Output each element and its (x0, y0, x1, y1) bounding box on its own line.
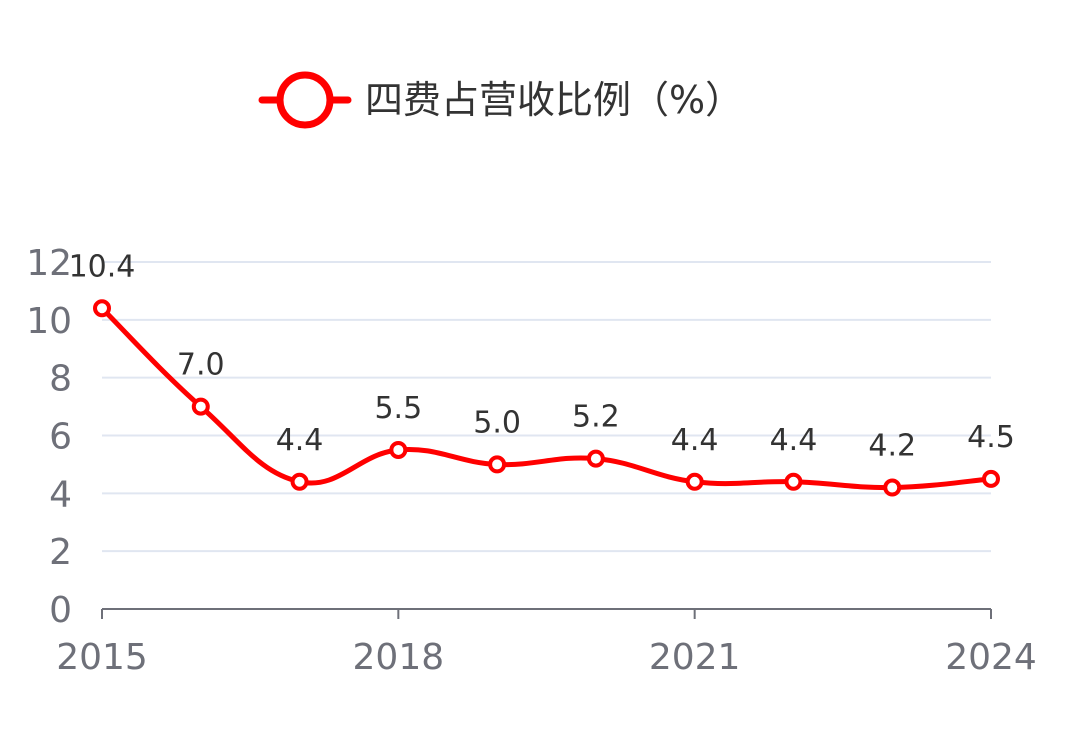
chart-legend[interactable]: 四费占营收比例（%） (258, 71, 743, 129)
data-labels: 10.4 7.0 4.4 5.5 5.0 5.2 4.4 4.4 4.2 4.5 (69, 249, 1015, 463)
data-point-2024[interactable] (982, 469, 1000, 488)
data-label-2017: 4.4 (276, 423, 324, 458)
data-label-2023: 4.2 (868, 429, 916, 464)
data-label-2016: 7.0 (177, 348, 225, 383)
y-tick-label-2: 2 (49, 532, 72, 573)
data-label-2018: 5.5 (374, 391, 422, 426)
data-label-2019: 5.0 (473, 405, 521, 440)
data-label-2022: 4.4 (770, 423, 818, 458)
legend-circle-marker (276, 71, 334, 129)
data-label-2024: 4.5 (967, 420, 1015, 455)
grid-lines (102, 261, 991, 553)
data-label-2021: 4.4 (671, 423, 719, 458)
x-tick-label-2018: 2018 (353, 637, 445, 678)
data-point-2016[interactable] (191, 397, 210, 416)
y-tick-label-0: 0 (49, 590, 72, 631)
y-tick-label-12: 12 (26, 243, 72, 284)
data-point-2023[interactable] (883, 478, 902, 497)
data-point-2015[interactable] (93, 299, 111, 318)
data-point-2019[interactable] (488, 455, 507, 474)
data-point-2017[interactable] (290, 472, 309, 491)
data-point-2021[interactable] (685, 472, 704, 491)
data-point-2022[interactable] (784, 472, 803, 491)
legend-label: 四费占营收比例（%） (365, 78, 743, 122)
x-tick-label-2024: 2024 (945, 637, 1037, 678)
x-tick-label-2015: 2015 (56, 637, 148, 678)
data-label-2015: 10.4 (69, 249, 136, 284)
x-tick-label-2021: 2021 (649, 637, 741, 678)
y-tick-label-10: 10 (26, 301, 72, 342)
data-label-2020: 5.2 (572, 400, 620, 435)
data-point-2020[interactable] (586, 449, 605, 468)
y-tick-label-4: 4 (49, 474, 72, 515)
y-tick-label-6: 6 (49, 417, 72, 458)
y-tick-label-8: 8 (49, 359, 72, 400)
data-point-2018[interactable] (389, 440, 408, 459)
series-line (99, 305, 994, 491)
x-axis: 2015 2018 2021 2024 (56, 608, 1037, 678)
y-axis-tick-labels: 0 2 4 6 8 10 12 (26, 243, 72, 631)
series-red-line (93, 299, 1000, 497)
